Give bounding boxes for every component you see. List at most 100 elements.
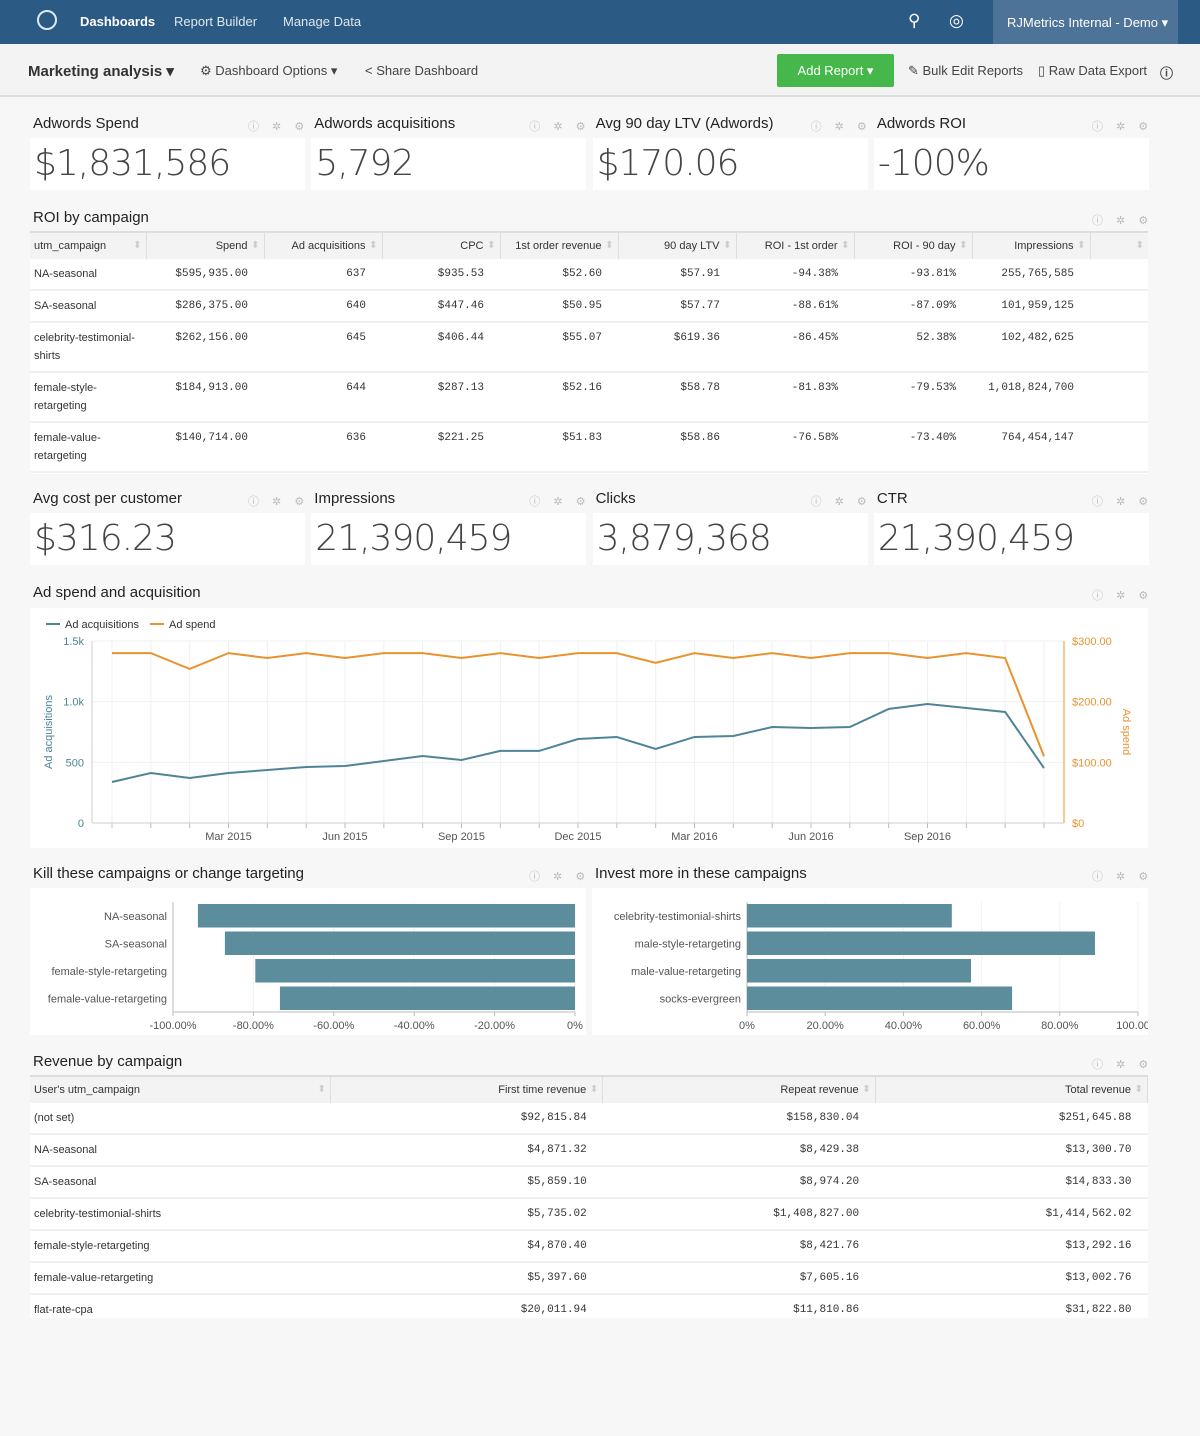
panel-actions-icon[interactable]: ⓘ ✲ ⚙ (1092, 590, 1154, 602)
panel-actions-icon[interactable]: ⓘ ✲ ⚙ (1092, 215, 1154, 227)
table-cell: $619.36 (618, 322, 736, 373)
kpi-tile: 21,390,459 (311, 513, 587, 565)
column-header[interactable]: ROI - 90 day (854, 231, 973, 259)
x-tick-label: 60.00% (963, 1020, 1001, 1032)
share-dashboard-button[interactable]: < Share Dashboard (365, 63, 478, 78)
panel-actions-icon[interactable]: ⓘ ✲ ⚙ (529, 121, 591, 133)
add-report-button[interactable]: Add Report ▾ (777, 54, 894, 87)
panel-actions-icon[interactable]: ⓘ ✲ ⚙ (529, 871, 591, 883)
y-tick-label: 1.0k (63, 697, 84, 709)
kpi-value: $1,831,586 (34, 143, 231, 184)
y-tick-label: 0 (78, 818, 84, 830)
revenue-table-title: Revenue by campaign (33, 1053, 183, 1070)
bar (747, 931, 1095, 955)
kpi-title: CTR (876, 490, 908, 507)
raw-data-export-button[interactable]: ▯ Raw Data Export (1038, 63, 1147, 79)
panel-actions-icon[interactable]: ⓘ ✲ ⚙ (1092, 871, 1154, 883)
table-cell: $14,833.30 (875, 1166, 1148, 1199)
table-cell: $286,375.00 (146, 290, 264, 323)
nav-report-builder[interactable]: Report Builder (174, 14, 258, 29)
table-row: female-style-retargeting $4,870.40 $8,421.… (30, 1230, 1148, 1263)
x-tick-label: 80.00% (1041, 1020, 1079, 1032)
table-cell: $13,292.16 (875, 1230, 1148, 1263)
panel-actions-icon[interactable]: ⓘ ✲ ⚙ (1091, 496, 1154, 508)
table-row: SA-seasonal $286,375.00 640 $447.46 $50.95 $5… (30, 290, 1148, 323)
line-chart-title: Ad spend and acquisition (33, 584, 201, 601)
table-cell: SA-seasonal (30, 1166, 331, 1199)
bar (747, 959, 972, 983)
column-header[interactable]: ROI - 1st order (736, 231, 855, 259)
kpi-title: Avg 90 day LTV (Adwords) (595, 115, 774, 132)
x-tick-label: 40.00% (885, 1020, 923, 1032)
table-cell: -94.38% (736, 259, 854, 291)
panel-actions-icon[interactable]: ⓘ ✲ ⚙ (248, 121, 310, 133)
nav-manage-data[interactable]: Manage Data (283, 14, 362, 29)
panel-actions-icon[interactable]: ⓘ ✲ ⚙ (1091, 121, 1154, 133)
share-label: Share Dashboard (376, 63, 479, 78)
table-cell: $11,810.86 (602, 1294, 876, 1318)
column-header[interactable]: User's utm_campaign (30, 1075, 331, 1103)
panel-actions-icon[interactable]: ⓘ ✲ ⚙ (810, 121, 872, 133)
y-tick-label: 500 (66, 757, 84, 769)
table-cell: $58.86 (618, 422, 736, 473)
table-cell: 645 (264, 322, 382, 373)
info-icon[interactable]: ⓘ (1160, 66, 1174, 81)
search-icon[interactable]: ⚲ (908, 11, 921, 30)
table-cell: 255,765,585 (972, 259, 1090, 291)
table-cell: $595,935.00 (146, 259, 264, 291)
dashboard-title[interactable]: Marketing analysis ▾ (28, 63, 174, 80)
table-cell: $52.60 (500, 259, 618, 291)
table-cell: $55.07 (500, 322, 618, 373)
table-cell: $158,830.04 (602, 1103, 876, 1135)
panel-actions-icon[interactable]: ⓘ ✲ ⚙ (810, 496, 872, 508)
category-label: male-style-retargeting (635, 938, 741, 950)
table-row: NA-seasonal $595,935.00 637 $935.53 $52.60 $5… (30, 259, 1148, 291)
table-cell: $5,397.60 (330, 1262, 603, 1295)
column-header[interactable]: First time revenue (330, 1075, 604, 1103)
column-header[interactable]: utm_campaign (30, 231, 147, 259)
bulk-edit-reports-button[interactable]: ✎ Bulk Edit Reports (908, 63, 1023, 79)
roi-table: utm_campaignSpendAd acquisitionsCPC1st o… (30, 231, 1148, 474)
nav-dashboards[interactable]: Dashboards (80, 14, 156, 29)
column-header[interactable]: CPC (382, 231, 501, 259)
panel-actions-icon[interactable]: ⓘ ✲ ⚙ (529, 496, 591, 508)
table-cell: $4,870.40 (330, 1230, 603, 1263)
table-cell: $8,974.20 (602, 1166, 876, 1199)
category-label: SA-seasonal (105, 938, 167, 950)
column-header[interactable]: Ad acquisitions (264, 231, 383, 259)
column-header[interactable]: Impressions (972, 231, 1091, 259)
panel-actions-icon[interactable]: ⓘ ✲ ⚙ (1092, 1059, 1154, 1071)
bar (255, 959, 575, 983)
table-cell: flat-rate-cpa (30, 1294, 331, 1318)
bar (279, 986, 575, 1010)
table-cell: $221.25 (382, 422, 500, 473)
table-cell: celebrity-testimonial-shirts (30, 1198, 331, 1231)
kpi-value: -100% (877, 143, 990, 184)
table-cell: 101,959,125 (972, 290, 1090, 323)
column-header[interactable]: Total revenue (875, 1075, 1148, 1103)
panel-actions-icon[interactable]: ⓘ ✲ ⚙ (248, 496, 310, 508)
table-cell: $57.91 (618, 259, 736, 291)
table-cell: $287.13 (382, 372, 500, 423)
table-cell: $5,859.10 (330, 1166, 603, 1199)
account-menu[interactable]: RJMetrics Internal - Demo ▾ (993, 0, 1178, 44)
table-cell: $1,408,827.00 (602, 1198, 876, 1231)
column-header[interactable]: Spend (146, 231, 265, 259)
column-header[interactable]: 1st order revenue (500, 231, 619, 259)
table-row: female-style-retargeting $184,913.00 644 $2… (30, 372, 1148, 423)
kpi-value: $170.06 (596, 143, 740, 184)
help-lifebuoy-icon[interactable]: ◎ (949, 11, 964, 30)
table-cell: $4,871.32 (330, 1134, 603, 1167)
column-header[interactable]: 90 day LTV (618, 231, 737, 259)
dashboard-options-button[interactable]: ⚙ Dashboard Options ▾ (200, 63, 338, 78)
legend-label: Ad acquisitions (65, 619, 139, 631)
category-label: female-value-retargeting (48, 993, 167, 1005)
y2-tick-label: $300.00 (1072, 636, 1112, 648)
x-tick-label: Jun 2015 (322, 831, 367, 843)
invest-chart-title: Invest more in these campaigns (595, 865, 807, 882)
logo-icon[interactable] (37, 10, 57, 30)
table-cell: 640 (264, 290, 382, 323)
kpi-title: Impressions (314, 490, 396, 507)
column-header[interactable]: Repeat revenue (602, 1075, 876, 1103)
y2-tick-label: $100.00 (1072, 757, 1112, 769)
